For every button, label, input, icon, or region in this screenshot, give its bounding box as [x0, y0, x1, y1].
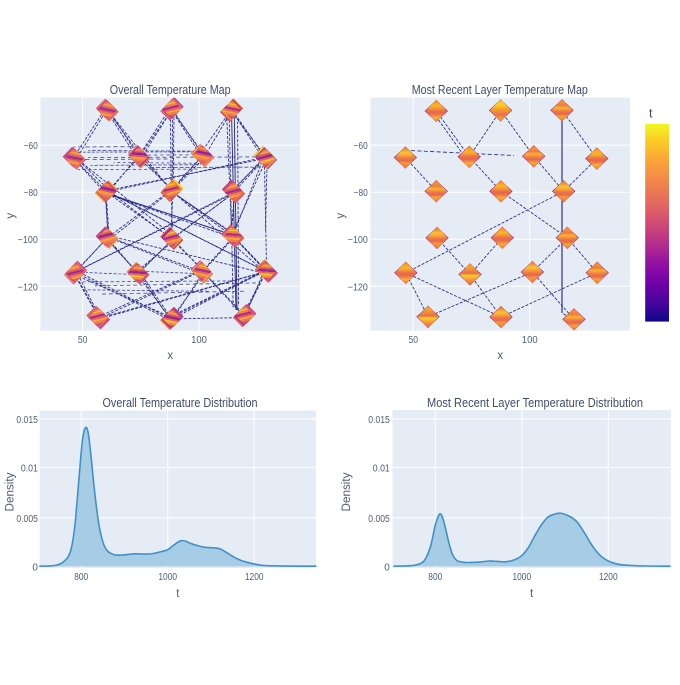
svg-text:y: y — [5, 213, 17, 219]
svg-text:0.01: 0.01 — [21, 463, 38, 474]
svg-text:100: 100 — [522, 335, 538, 346]
svg-text:Overall Temperature Distributi: Overall Temperature Distribution — [103, 396, 258, 410]
svg-text:Most Recent Layer Temperature: Most Recent Layer Temperature Map — [412, 83, 588, 97]
svg-text:−100: −100 — [18, 235, 38, 246]
svg-text:−80: −80 — [24, 188, 38, 199]
svg-text:−100: −100 — [348, 235, 368, 246]
svg-text:100: 100 — [191, 335, 207, 346]
svg-text:1200: 1200 — [599, 572, 618, 583]
svg-text:0.015: 0.015 — [16, 415, 38, 426]
svg-text:0.005: 0.005 — [16, 514, 38, 525]
svg-text:−60: −60 — [354, 141, 368, 152]
svg-text:Overall Temperature Map: Overall Temperature Map — [110, 83, 231, 97]
svg-text:0.01: 0.01 — [373, 463, 390, 474]
svg-text:800: 800 — [428, 572, 442, 583]
svg-text:0.015: 0.015 — [368, 415, 390, 426]
svg-text:1000: 1000 — [513, 572, 532, 583]
svg-text:50: 50 — [78, 335, 88, 346]
svg-text:−120: −120 — [18, 282, 38, 293]
svg-text:50: 50 — [408, 335, 418, 346]
svg-text:y: y — [335, 213, 347, 219]
svg-text:−60: −60 — [24, 141, 38, 152]
svg-text:0.005: 0.005 — [368, 514, 390, 525]
svg-text:Most Recent Layer Temperature: Most Recent Layer Temperature Distributi… — [427, 396, 643, 410]
svg-text:0: 0 — [384, 562, 390, 573]
svg-text:Density: Density — [5, 472, 17, 511]
svg-text:1200: 1200 — [245, 572, 264, 583]
svg-text:t: t — [530, 588, 534, 600]
svg-text:t: t — [649, 107, 653, 121]
svg-text:0: 0 — [32, 562, 38, 573]
svg-text:1000: 1000 — [158, 572, 177, 583]
svg-text:800: 800 — [74, 572, 88, 583]
svg-text:−80: −80 — [354, 188, 368, 199]
svg-text:x: x — [167, 350, 173, 362]
svg-text:t: t — [176, 588, 180, 600]
svg-text:x: x — [497, 350, 503, 362]
svg-text:−120: −120 — [348, 282, 368, 293]
svg-text:Density: Density — [341, 472, 353, 511]
